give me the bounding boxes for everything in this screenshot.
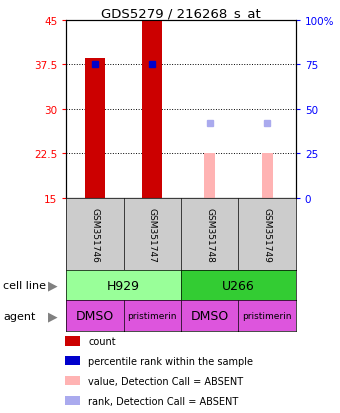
Text: agent: agent	[3, 311, 36, 321]
Text: pristimerin: pristimerin	[128, 311, 177, 320]
Text: count: count	[88, 336, 116, 346]
Text: pristimerin: pristimerin	[242, 311, 292, 320]
Text: GSM351746: GSM351746	[90, 207, 100, 262]
Text: cell line: cell line	[3, 280, 46, 291]
Text: ▶: ▶	[48, 279, 57, 292]
Text: DMSO: DMSO	[191, 309, 229, 322]
Text: H929: H929	[107, 279, 140, 292]
Text: rank, Detection Call = ABSENT: rank, Detection Call = ABSENT	[88, 396, 239, 406]
Text: percentile rank within the sample: percentile rank within the sample	[88, 356, 253, 366]
Text: GSM351749: GSM351749	[262, 207, 272, 262]
Text: U266: U266	[222, 279, 255, 292]
Text: GSM351747: GSM351747	[148, 207, 157, 262]
Title: GDS5279 / 216268_s_at: GDS5279 / 216268_s_at	[101, 7, 261, 19]
Text: ▶: ▶	[48, 309, 57, 322]
Text: GSM351748: GSM351748	[205, 207, 214, 262]
Bar	[142, 21, 163, 198]
Text: DMSO: DMSO	[76, 309, 114, 322]
Bar	[85, 59, 105, 198]
Bar	[204, 154, 215, 198]
Bar	[261, 154, 273, 198]
Text: value, Detection Call = ABSENT: value, Detection Call = ABSENT	[88, 376, 243, 386]
